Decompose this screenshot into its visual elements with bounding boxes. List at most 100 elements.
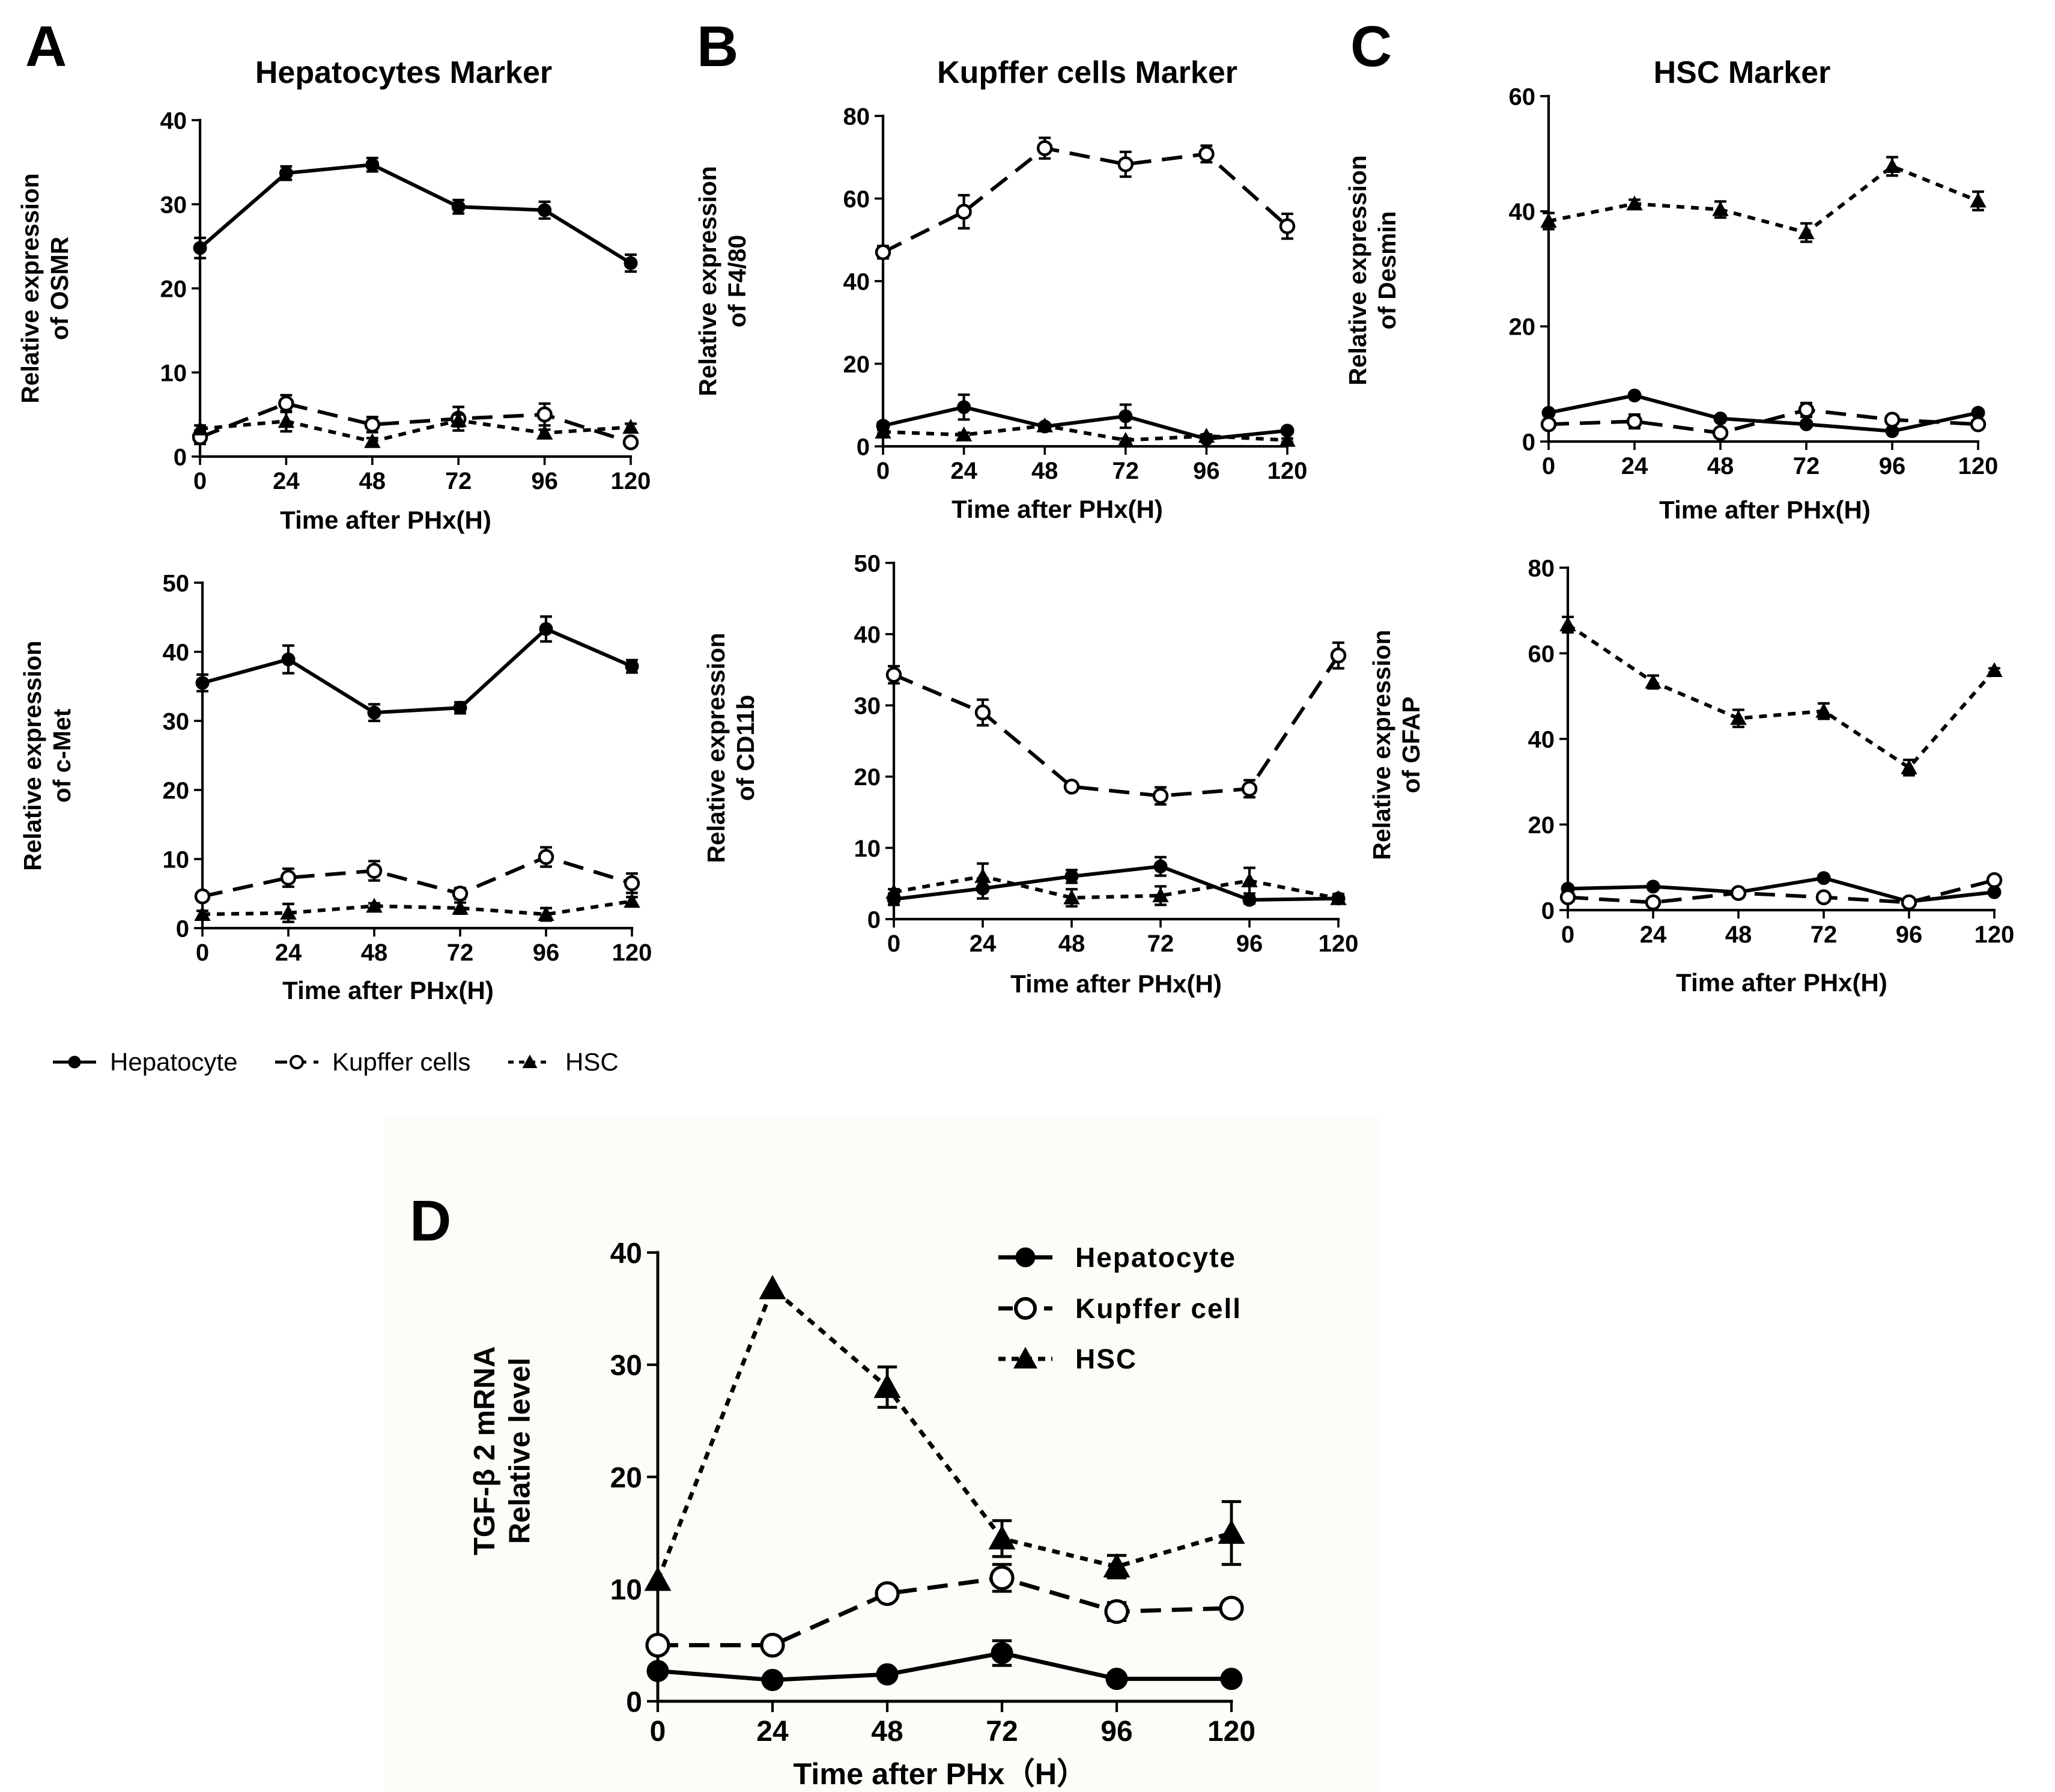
data-point [539, 622, 553, 636]
data-point [1117, 156, 1134, 172]
series-hsc [885, 862, 1347, 908]
data-point [1986, 872, 2003, 888]
x-tick-label: 0 [876, 458, 890, 484]
y-tick-label: 0 [1522, 429, 1535, 455]
panel-title-c: HSC Marker [1654, 55, 1831, 90]
data-point [536, 425, 553, 440]
series-kupffer-cells [885, 641, 1347, 806]
y-axis-label-line: of CD11b [732, 695, 759, 801]
data-point [955, 427, 973, 442]
series-hsc [194, 893, 640, 923]
legend-d: Hepatocyte Kupffer cell HSC [998, 1242, 1242, 1374]
series-kupffer-cells [192, 393, 639, 451]
data-point [988, 1525, 1016, 1550]
x-tick-label: 48 [1707, 453, 1734, 479]
x-tick-label: 0 [193, 468, 207, 494]
data-point [1799, 417, 1814, 431]
data-point [1626, 413, 1643, 430]
data-point [624, 875, 640, 891]
series-line [1567, 623, 1996, 770]
x-tick-label: 96 [531, 468, 558, 494]
data-point [1798, 224, 1815, 240]
data-point [1627, 388, 1642, 402]
legend-item-hsc: HSC [998, 1343, 1136, 1374]
x-axis-label: Time after PHx(H) [1659, 496, 1871, 524]
data-point [645, 1633, 670, 1658]
data-point [1713, 412, 1728, 426]
y-tick-label: 0 [857, 434, 870, 460]
data-point [885, 884, 902, 899]
data-point [1219, 1596, 1244, 1621]
data-point [991, 1642, 1013, 1665]
series-hepatocyte [646, 1639, 1243, 1692]
data-point [1241, 872, 1258, 887]
x-tick-label: 96 [533, 940, 560, 966]
data-point [1559, 616, 1576, 631]
y-axis-label: Relative expression of F4/80 [694, 166, 751, 396]
series-line [202, 855, 633, 899]
data-point [1559, 889, 1576, 905]
data-point [1064, 869, 1079, 884]
y-axis-label-line: of F4/80 [723, 235, 751, 327]
data-point [1815, 702, 1832, 718]
y-tick-label: 20 [1509, 314, 1536, 341]
x-tick-label: 0 [1542, 453, 1555, 479]
y-axis-label: Relative expression of CD11b [702, 633, 759, 863]
data-point [624, 256, 638, 270]
chart-cd11b: 0 10 20 30 40 50 0 24 48 72 96 120 Time after PHx(H)… [702, 550, 1358, 998]
data-point [451, 199, 466, 214]
data-point [1730, 885, 1747, 901]
y-tick-label: 50 [163, 570, 190, 597]
data-point [1646, 879, 1660, 894]
data-point [989, 1565, 1015, 1591]
data-point [1220, 1668, 1243, 1690]
y-axis-label: Relative expression of c-Met [19, 640, 76, 870]
data-point [280, 904, 297, 920]
data-point [452, 885, 469, 902]
y-axis-label: Relative expression of Desmin [1344, 155, 1401, 385]
legend-label: Kupffer cells [332, 1048, 470, 1076]
data-point [453, 700, 467, 715]
series-line [893, 864, 1339, 902]
x-tick-label: 120 [1958, 453, 1999, 479]
x-tick-label: 120 [1975, 922, 2015, 948]
legend-label: Hepatocyte [1075, 1242, 1236, 1273]
data-point [1104, 1599, 1129, 1624]
x-axis-label: Time after PHx(H) [952, 495, 1163, 523]
legend-swatch-marker [68, 1055, 81, 1069]
legend-item-hsc: HSC [508, 1048, 619, 1076]
data-point [1970, 192, 1987, 208]
data-point [1279, 431, 1296, 447]
series-kupffer-cells [1559, 872, 2003, 911]
data-point [192, 421, 208, 436]
x-tick-label: 24 [756, 1716, 789, 1748]
data-point [538, 203, 552, 217]
x-tick-label: 24 [1640, 922, 1667, 948]
series-line [199, 418, 631, 443]
data-point [366, 863, 383, 879]
y-tick-label: 0 [174, 444, 187, 470]
data-point [1540, 213, 1557, 228]
data-point [194, 906, 211, 921]
data-point [1645, 894, 1662, 911]
x-tick-label: 72 [986, 1716, 1018, 1748]
y-tick-label: 40 [163, 639, 190, 666]
data-point [280, 869, 297, 886]
y-axis-label: Relative expression of OSMR [16, 173, 73, 403]
series-kupffer-cells [194, 846, 640, 905]
data-point [1626, 195, 1643, 211]
y-tick-label: 40 [160, 108, 187, 134]
data-point [875, 244, 891, 261]
y-tick-label: 30 [163, 708, 190, 735]
data-point [885, 666, 902, 683]
x-tick-label: 72 [1793, 453, 1820, 479]
x-tick-label: 72 [1147, 931, 1174, 957]
legend-label: Kupffer cell [1075, 1293, 1242, 1324]
series-line [1548, 164, 1979, 235]
data-point [1117, 431, 1134, 447]
chart-f4-80: 0 20 40 60 80 0 24 48 72 96 120 Time after PHx(H) Re… [694, 103, 1307, 523]
x-tick-label: 72 [1112, 458, 1140, 484]
data-point [195, 676, 210, 690]
data-point [625, 659, 639, 673]
